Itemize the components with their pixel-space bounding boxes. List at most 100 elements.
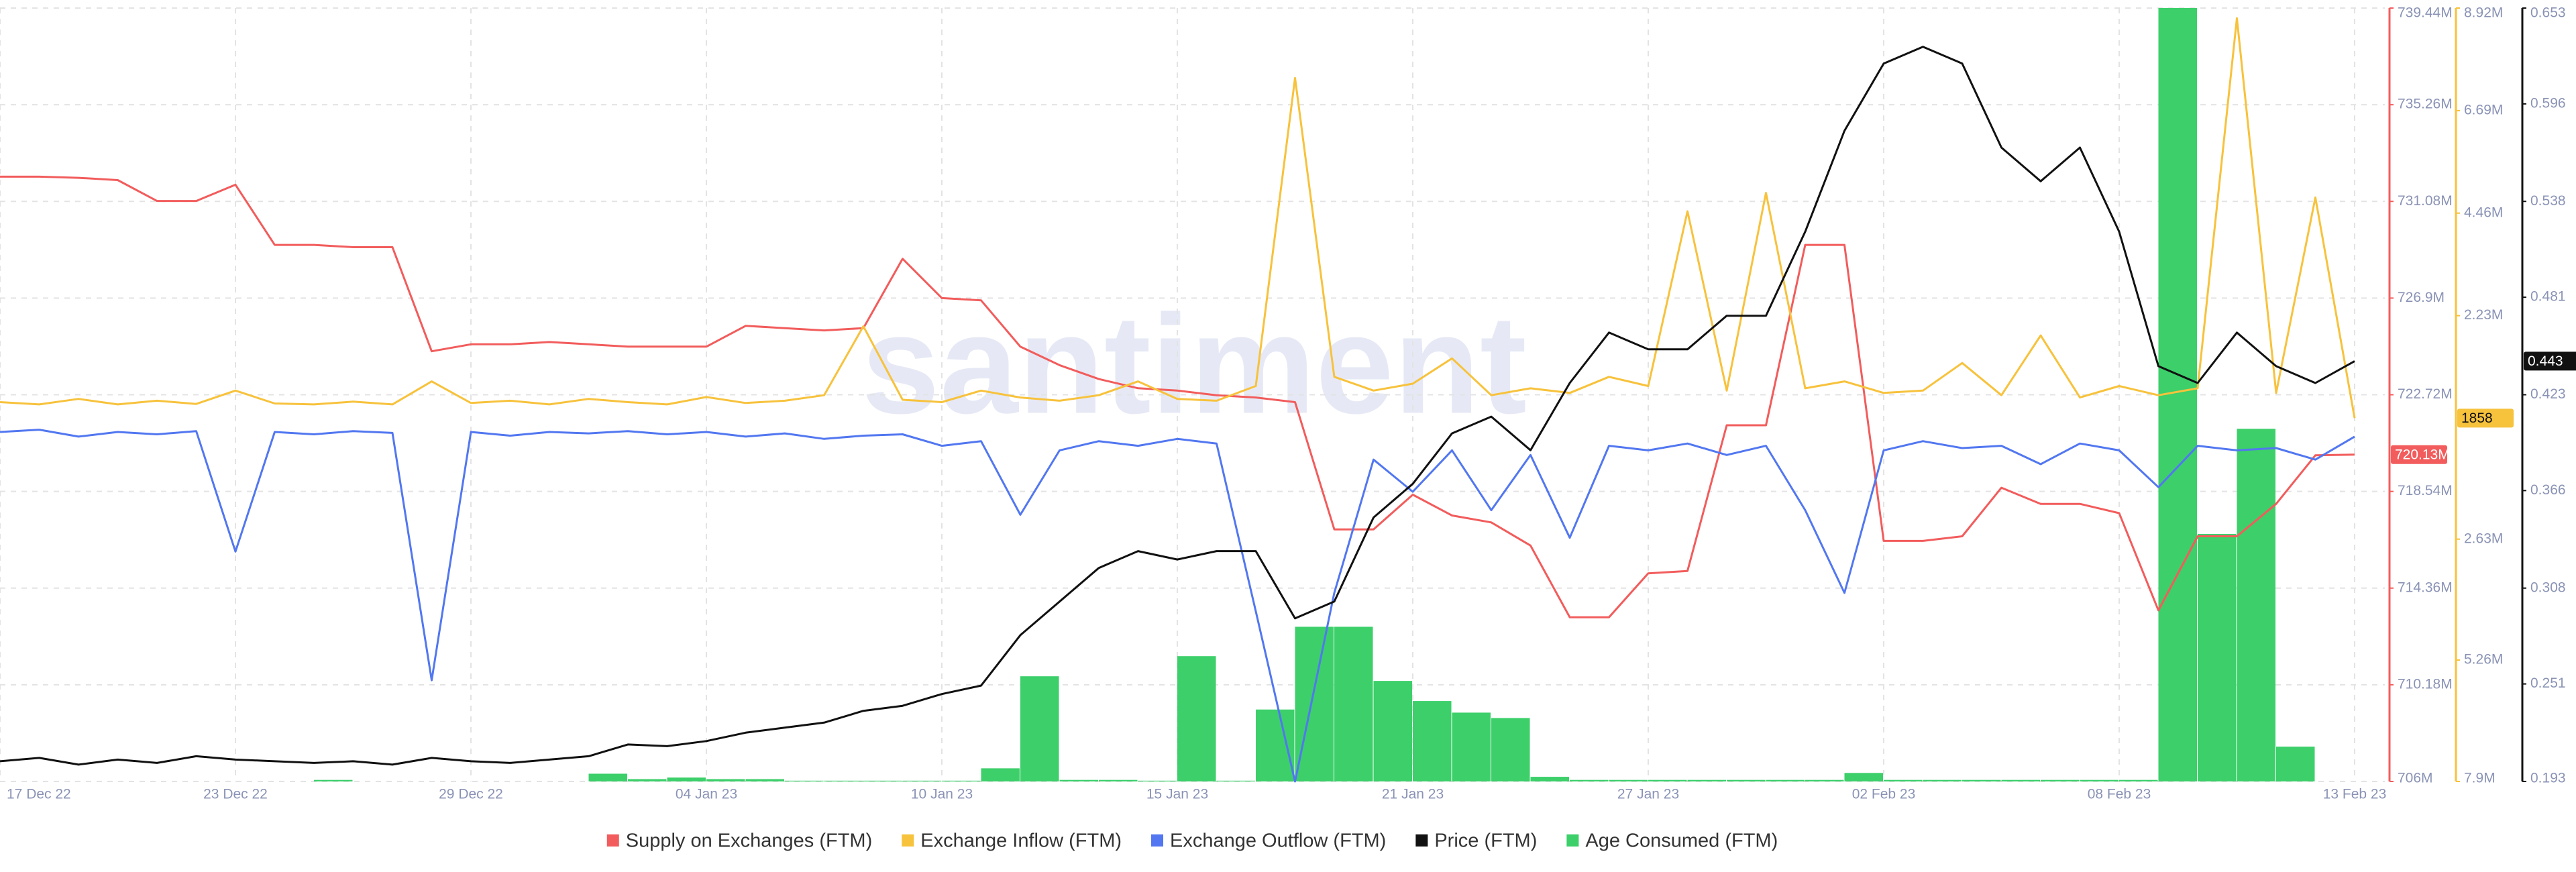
legend: Supply on Exchanges (FTM) Exchange Inflow… [606,830,1778,852]
bar [1295,626,1334,781]
bar [1727,779,1766,781]
y-tick-label: 6.69M [2464,102,2503,117]
y-tick-label: 735.26M [2398,97,2453,112]
bar [1256,709,1295,781]
bar [1648,779,1687,781]
legend-item[interactable]: Price (FTM) [1415,830,1537,852]
bar [314,779,353,781]
bar [1962,779,2001,781]
bar [745,779,784,781]
legend-swatch [1415,834,1428,847]
x-tick-label: 27 Jan 23 [1617,787,1679,802]
bar [588,773,627,781]
y-tick-label: 722.72M [2398,386,2453,402]
line [0,175,2355,618]
legend-item[interactable]: Supply on Exchanges (FTM) [606,830,872,852]
value-badge: 0.443 [2524,351,2576,371]
y-tick-label: 0.193 [2530,771,2566,786]
badge-box [2391,445,2447,464]
y-tick-label: 0.481 [2530,289,2566,305]
y-tick-label: 4.46M [2464,205,2503,220]
legend-label: Age Consumed (FTM) [1585,830,1778,852]
bar [1334,626,1373,781]
legend-item[interactable]: Exchange Inflow (FTM) [902,830,1122,852]
badge-box [2524,351,2576,371]
x-tick-label: 10 Jan 23 [911,787,973,802]
bar [1766,779,1805,781]
badge-box [2457,408,2514,428]
y-tick-label: 2.23M [2464,307,2503,323]
bar [1373,681,1412,781]
x-tick-label: 15 Jan 23 [1146,787,1208,802]
x-tick-label: 17 Dec 22 [7,787,71,802]
bar [667,777,706,781]
y-tick-label: 0.538 [2530,193,2566,209]
bar [1177,656,1216,781]
bar [1452,712,1491,781]
y-tick-label: 0.653 [2530,5,2566,21]
y-tick-label: 726.9M [2398,290,2445,305]
legend-item[interactable]: Exchange Outflow (FTM) [1151,830,1386,852]
legend-swatch [606,834,619,847]
legend-swatch [1566,834,1579,847]
bar [2198,534,2237,781]
y-tick-label: 8.92M [2464,5,2503,21]
legend-label: Exchange Outflow (FTM) [1170,830,1386,852]
badge-label: 0.443 [2528,353,2563,369]
watermark: santiment [861,285,1527,443]
bar [2237,429,2275,781]
badge-label: 720.13M [2395,447,2450,462]
y-tick-label: 706M [2398,771,2433,786]
line [0,17,2356,419]
bar [706,779,745,781]
y-tick-label: 7.9M [2464,771,2496,786]
legend-label: Supply on Exchanges (FTM) [626,830,872,852]
bar [1805,779,1844,781]
y-tick-label: 710.18M [2398,676,2453,692]
x-tick-label: 08 Feb 23 [2088,787,2151,802]
bar [1609,779,1648,781]
bar [1884,779,1923,781]
x-tick-label: 29 Dec 22 [439,787,503,802]
x-tick-label: 23 Dec 22 [203,787,268,802]
bar [2119,779,2158,781]
bar [2001,779,2040,781]
y-tick-label: 714.36M [2398,580,2453,595]
badge-label: 1858 [2461,411,2493,426]
y-tick-label: 0.423 [2530,386,2566,402]
bar [981,768,1020,781]
value-badge: 720.13M [2391,445,2450,464]
x-tick-label: 02 Feb 23 [1852,787,1916,802]
bar [628,779,667,781]
y-tick-label: 739.44M [2398,5,2453,21]
bar [2276,747,2315,781]
legend-label: Exchange Inflow (FTM) [920,830,1122,852]
y-tick-label: 731.08M [2398,193,2453,209]
bar [1923,779,1962,781]
bar [2080,779,2118,781]
legend-label: Price (FTM) [1434,830,1537,852]
bar [1491,718,1530,781]
y-tick-label: 2.63M [2464,531,2503,546]
bar [1099,779,1138,781]
value-badge: 1858 [2457,408,2514,428]
legend-swatch [902,834,914,847]
line [0,429,2355,783]
x-tick-label: 04 Jan 23 [676,787,737,802]
y-tick-label: 0.596 [2530,95,2566,111]
bar [1687,779,1726,781]
y-tick-label: 718.54M [2398,483,2453,498]
bar [1570,779,1609,781]
bar [1413,701,1452,781]
bar [1059,779,1098,781]
x-tick-label: 13 Feb 23 [2323,787,2387,802]
bar [1020,676,1059,781]
legend-item[interactable]: Age Consumed (FTM) [1566,830,1778,852]
y-tick-label: 0.251 [2530,675,2566,691]
x-tick-label: 21 Jan 23 [1382,787,1444,802]
bar [1844,773,1883,781]
y-tick-label: 5.26M [2464,652,2503,667]
line [0,46,2355,766]
y-tick-label: 0.308 [2530,580,2566,595]
